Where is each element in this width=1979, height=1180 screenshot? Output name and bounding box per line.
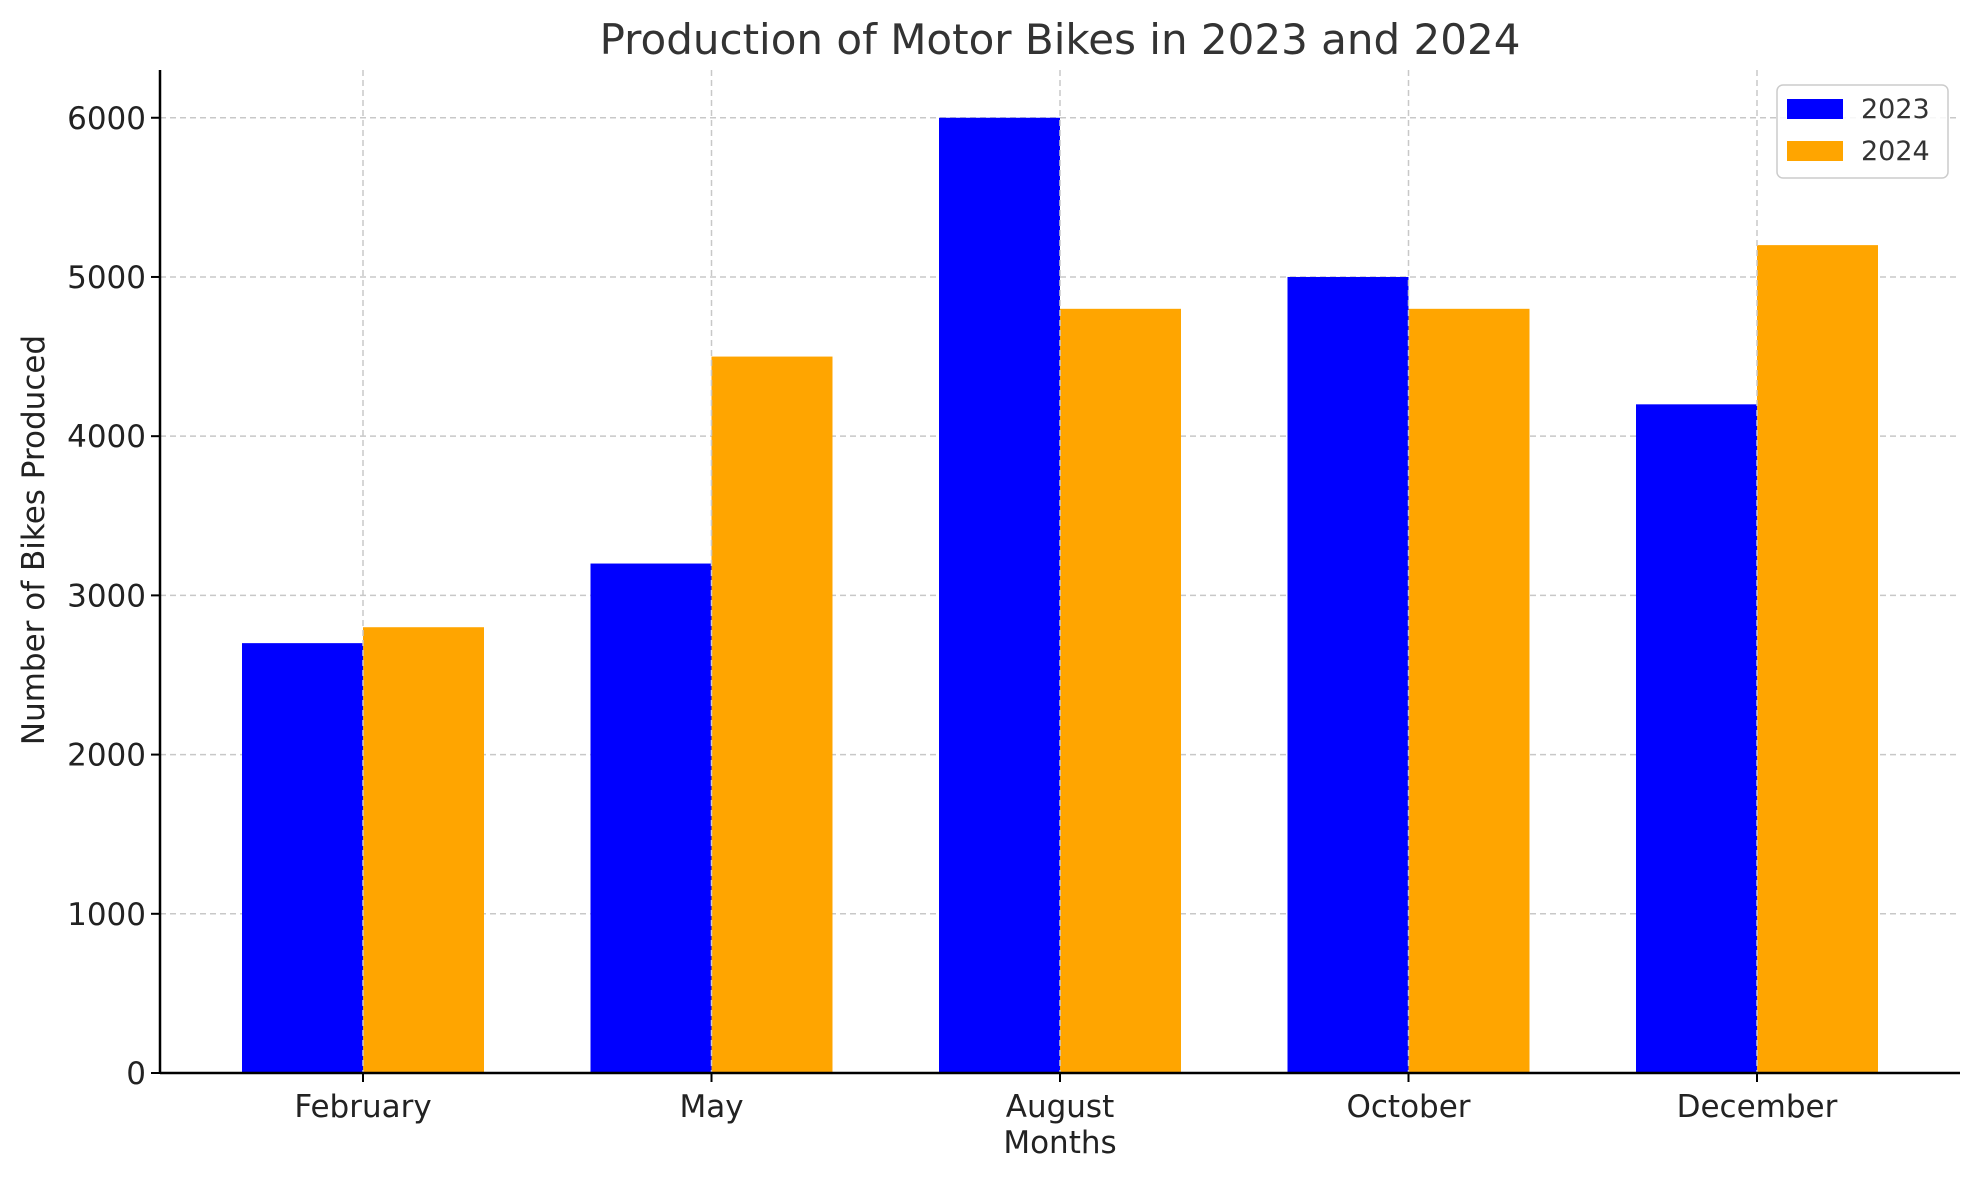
bar-2024-may xyxy=(711,356,833,1074)
y-tick-label: 1000 xyxy=(67,897,146,933)
x-tick-label: December xyxy=(1677,1089,1838,1125)
y-tick-label: 2000 xyxy=(67,738,146,774)
x-tick-label: May xyxy=(679,1089,743,1125)
bar-2023-december xyxy=(1636,404,1757,1073)
legend-label-2023: 2023 xyxy=(1861,94,1930,125)
x-tick-label: February xyxy=(294,1089,431,1125)
bar-2024-august xyxy=(1060,308,1181,1073)
y-tick-label: 4000 xyxy=(67,419,146,455)
bar-2023-february xyxy=(242,643,363,1073)
y-tick-label: 6000 xyxy=(67,101,146,137)
bars xyxy=(242,70,1878,1074)
y-tick-label: 0 xyxy=(126,1056,146,1092)
x-tick-label: August xyxy=(1006,1089,1115,1125)
y-tick-label: 5000 xyxy=(67,260,146,296)
legend-label-2024: 2024 xyxy=(1861,136,1930,167)
legend-swatch-2024 xyxy=(1787,141,1843,161)
bar-2024-october xyxy=(1408,308,1530,1073)
bar-2023-august xyxy=(939,117,1060,1073)
axes xyxy=(151,70,1960,1082)
bar-2023-may xyxy=(590,563,712,1073)
bar-2024-december xyxy=(1757,245,1878,1074)
legend: 2023 2024 xyxy=(1776,84,1949,179)
tick-labels: 0 1000 2000 3000 4000 5000 6000 February May Augu… xyxy=(67,101,1838,1125)
bar-2023-october xyxy=(1287,276,1409,1073)
bar-2024-february xyxy=(363,627,484,1073)
y-tick-label: 3000 xyxy=(67,578,146,614)
x-axis-label: Months xyxy=(1003,1125,1116,1161)
legend-swatch-2023 xyxy=(1787,99,1843,119)
x-tick-label: October xyxy=(1346,1089,1470,1125)
y-axis-label: Number of Bikes Produced xyxy=(16,335,52,745)
chart-title: Production of Motor Bikes in 2023 and 20… xyxy=(600,15,1521,64)
